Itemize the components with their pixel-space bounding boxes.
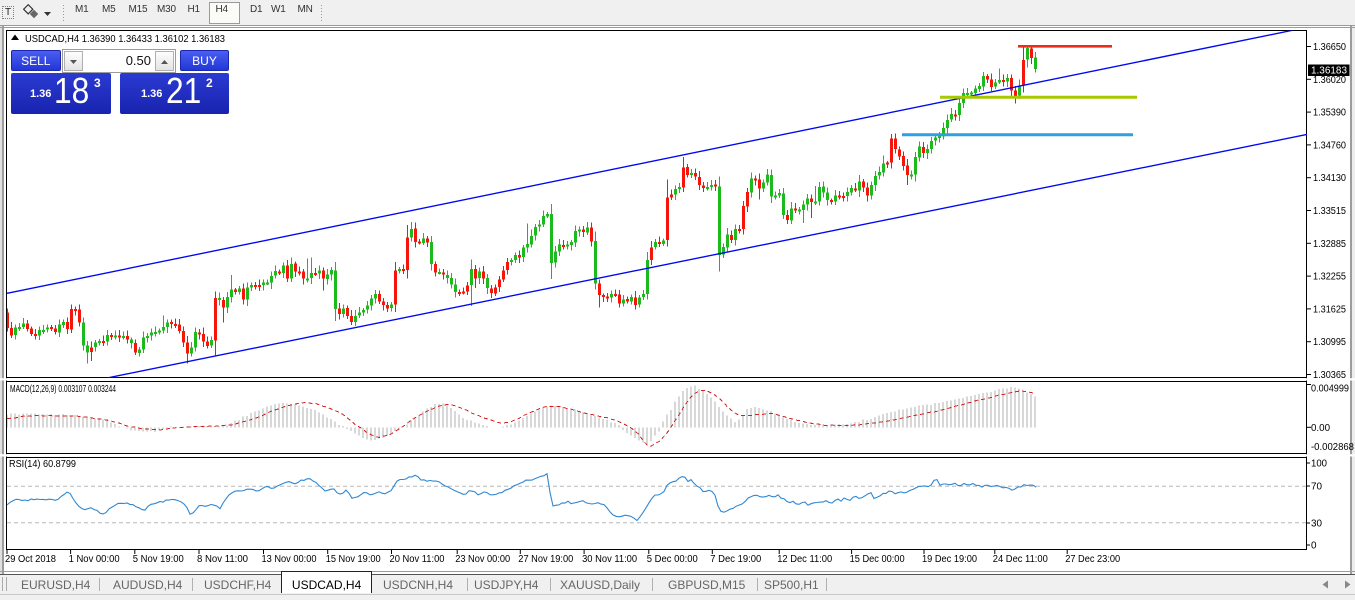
svg-text:29 Oct 2018: 29 Oct 2018: [5, 554, 56, 565]
svg-text:RSI(14) 60.8799: RSI(14) 60.8799: [9, 459, 76, 470]
svg-text:1.34130: 1.34130: [1313, 173, 1346, 184]
svg-text:5 Nov 19:00: 5 Nov 19:00: [133, 554, 184, 565]
svg-text:30 Nov 11:00: 30 Nov 11:00: [582, 554, 637, 565]
svg-text:1.36020: 1.36020: [1313, 75, 1346, 86]
svg-text:23 Nov 00:00: 23 Nov 00:00: [455, 554, 510, 565]
svg-text:27 Dec 23:00: 27 Dec 23:00: [1065, 554, 1120, 565]
svg-text:0.00: 0.00: [1311, 423, 1330, 434]
svg-text:12 Dec 11:00: 12 Dec 11:00: [777, 554, 832, 565]
svg-text:1.36183: 1.36183: [1311, 66, 1347, 77]
svg-text:1.30995: 1.30995: [1313, 337, 1346, 348]
svg-text:1.36650: 1.36650: [1313, 42, 1346, 53]
svg-text:0.004999: 0.004999: [1311, 384, 1349, 395]
svg-text:70: 70: [1311, 482, 1322, 493]
svg-text:1.32255: 1.32255: [1313, 272, 1346, 283]
svg-text:7 Dec 19:00: 7 Dec 19:00: [710, 554, 761, 565]
svg-text:5 Dec 00:00: 5 Dec 00:00: [647, 554, 698, 565]
svg-text:1.35390: 1.35390: [1313, 108, 1346, 119]
svg-text:-0.002868: -0.002868: [1311, 442, 1354, 453]
svg-text:100: 100: [1311, 459, 1327, 470]
svg-text:19 Dec 19:00: 19 Dec 19:00: [922, 554, 977, 565]
svg-text:1.30365: 1.30365: [1313, 370, 1346, 381]
svg-text:24 Dec 11:00: 24 Dec 11:00: [993, 554, 1048, 565]
svg-text:1.31625: 1.31625: [1313, 304, 1346, 315]
svg-text:MACD(12,26,9) 0.003107 0.00324: MACD(12,26,9) 0.003107 0.003244: [10, 384, 116, 395]
svg-text:1.32885: 1.32885: [1313, 239, 1346, 250]
svg-text:1.33515: 1.33515: [1313, 206, 1346, 217]
svg-text:8 Nov 11:00: 8 Nov 11:00: [197, 554, 248, 565]
svg-text:0: 0: [1311, 541, 1317, 552]
svg-text:1.34760: 1.34760: [1313, 140, 1346, 151]
svg-text:20 Nov 11:00: 20 Nov 11:00: [390, 554, 445, 565]
svg-text:30: 30: [1311, 519, 1322, 530]
svg-text:1 Nov 00:00: 1 Nov 00:00: [69, 554, 120, 565]
svg-text:15 Nov 19:00: 15 Nov 19:00: [326, 554, 381, 565]
svg-text:USDCAD,H4 1.36390 1.36433 1.3: USDCAD,H4 1.36390 1.36433 1.36102 1.3618…: [25, 33, 225, 45]
svg-text:13 Nov 00:00: 13 Nov 00:00: [262, 554, 317, 565]
svg-text:15 Dec 00:00: 15 Dec 00:00: [850, 554, 905, 565]
svg-text:27 Nov 19:00: 27 Nov 19:00: [518, 554, 573, 565]
